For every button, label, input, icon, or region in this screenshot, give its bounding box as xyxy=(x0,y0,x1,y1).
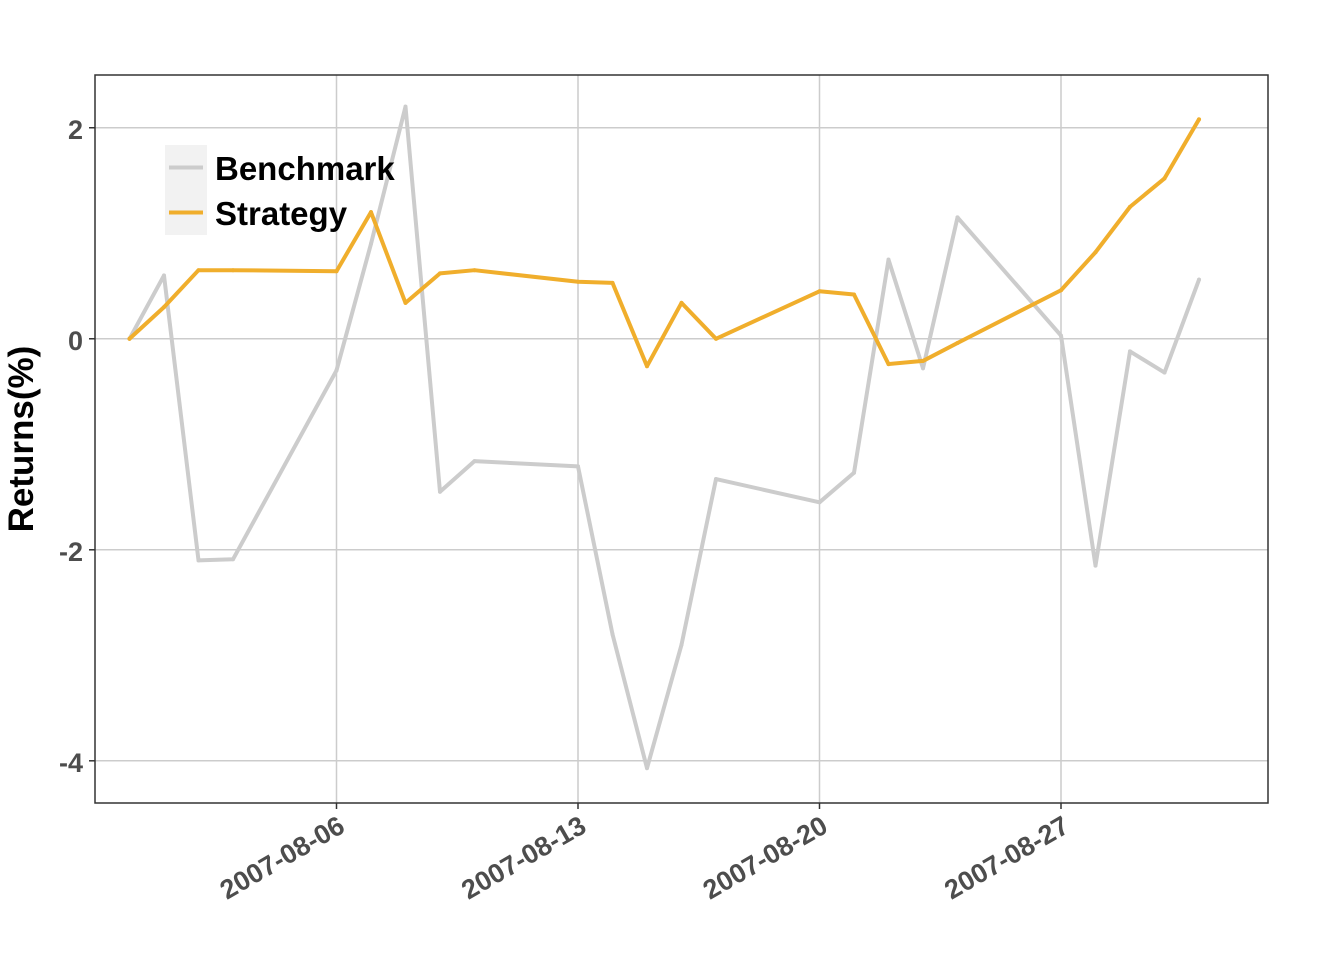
data-point-strategy xyxy=(1162,176,1167,181)
x-tick-label: 2007-08-20 xyxy=(698,810,833,905)
data-point-benchmark xyxy=(886,257,891,262)
x-tick-label: 2007-08-06 xyxy=(215,810,350,905)
data-point-strategy xyxy=(817,289,822,294)
data-point-benchmark xyxy=(1059,333,1063,338)
y-tick-label: -4 xyxy=(59,748,83,778)
data-point-strategy xyxy=(645,364,649,369)
data-point-benchmark xyxy=(1197,277,1201,282)
legend-label-strategy: Strategy xyxy=(215,195,348,232)
series-lines xyxy=(127,104,1201,771)
data-point-benchmark xyxy=(1128,349,1132,354)
data-point-strategy xyxy=(369,210,373,215)
plot-panel-border xyxy=(94,74,1269,804)
data-point-benchmark xyxy=(334,368,339,373)
x-axis: 2007-08-06 2007-08-13 2007-08-20 2007-08-27 xyxy=(215,803,1074,905)
x-tick-label: 2007-08-13 xyxy=(456,810,591,905)
data-point-strategy xyxy=(1093,250,1098,255)
legend: Benchmark Strategy xyxy=(165,145,395,235)
data-point-benchmark xyxy=(1093,563,1098,568)
data-point-benchmark xyxy=(403,104,408,109)
data-point-strategy xyxy=(438,271,442,276)
data-point-benchmark xyxy=(955,215,960,220)
data-point-strategy xyxy=(127,336,132,341)
data-point-benchmark xyxy=(852,470,856,475)
data-point-benchmark xyxy=(610,632,615,637)
grid-lines xyxy=(95,75,1268,803)
data-point-benchmark xyxy=(817,500,822,505)
data-point-benchmark xyxy=(921,366,925,371)
y-axis-title: Returns(%) xyxy=(2,346,41,533)
data-point-benchmark xyxy=(438,489,442,494)
y-tick-label: -2 xyxy=(59,537,83,567)
data-point-strategy xyxy=(576,279,580,284)
data-point-strategy xyxy=(472,268,477,273)
data-point-strategy xyxy=(679,300,684,305)
series-strategy xyxy=(127,117,1201,369)
y-tick-label: 0 xyxy=(68,326,83,356)
data-point-benchmark xyxy=(231,557,235,562)
data-point-strategy xyxy=(231,268,235,273)
y-axis: -4 -2 0 2 xyxy=(59,115,95,778)
data-point-strategy xyxy=(610,280,615,285)
data-point-benchmark xyxy=(679,642,684,647)
data-point-strategy xyxy=(1197,117,1201,122)
y-tick-label: 2 xyxy=(68,115,83,145)
data-point-strategy xyxy=(403,300,408,305)
data-point-strategy xyxy=(955,340,960,345)
data-point-strategy xyxy=(1128,204,1132,209)
data-point-benchmark xyxy=(472,459,477,464)
data-point-benchmark xyxy=(369,241,373,246)
data-point-benchmark xyxy=(576,464,580,469)
data-point-strategy xyxy=(852,292,856,297)
data-point-benchmark xyxy=(1162,370,1167,375)
data-point-benchmark xyxy=(196,558,201,563)
data-point-benchmark xyxy=(645,766,649,771)
data-point-strategy xyxy=(921,358,925,363)
series-line-strategy xyxy=(127,117,1201,369)
legend-label-benchmark: Benchmark xyxy=(215,150,395,187)
series-benchmark xyxy=(127,104,1201,771)
data-point-strategy xyxy=(334,269,339,274)
data-point-strategy xyxy=(1059,288,1063,293)
series-line-benchmark xyxy=(127,104,1201,771)
data-point-strategy xyxy=(714,336,718,341)
data-point-benchmark xyxy=(714,477,718,482)
data-point-benchmark xyxy=(162,273,166,278)
data-point-strategy xyxy=(196,268,201,273)
data-point-strategy xyxy=(162,305,166,310)
data-point-strategy xyxy=(886,362,891,367)
x-tick-label: 2007-08-27 xyxy=(939,810,1074,905)
